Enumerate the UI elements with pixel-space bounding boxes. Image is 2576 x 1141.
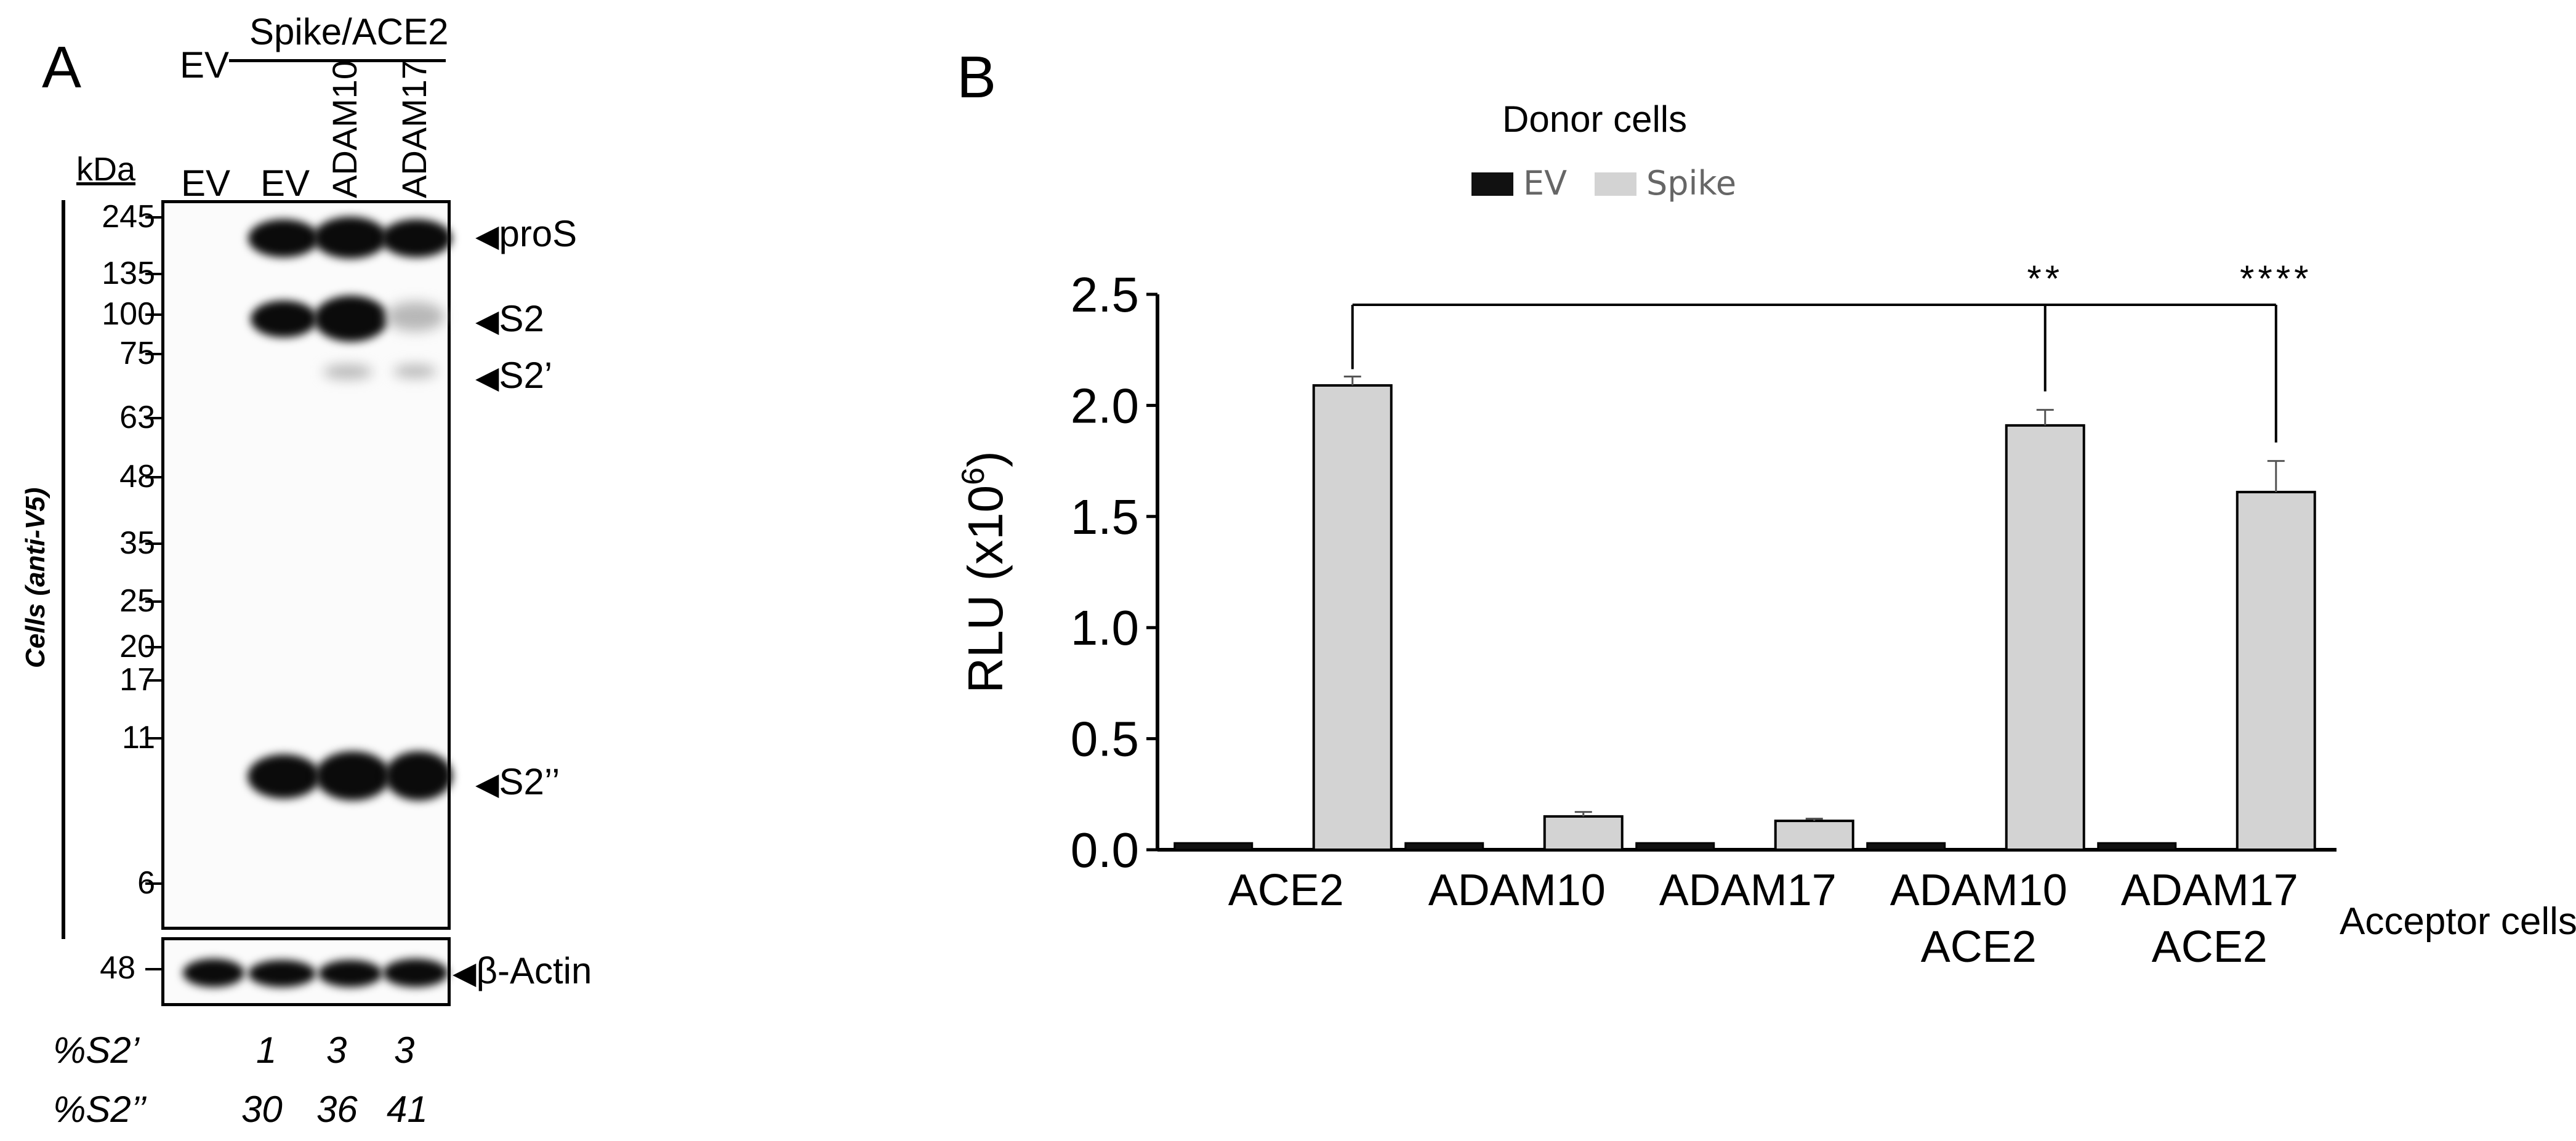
s2p-quant-lane2: 1 xyxy=(256,1030,277,1071)
s2p-quant-label: %S2’ xyxy=(53,1030,140,1071)
bar-spike xyxy=(2005,424,2085,851)
category-label: ACE2 xyxy=(1228,866,1344,915)
s2p-text: S2’ xyxy=(499,355,553,396)
acceptor-cells-label: Acceptor cells xyxy=(2340,900,2576,943)
bar-spike xyxy=(1774,820,1854,851)
actin-band-lane4 xyxy=(383,959,448,987)
band-s2p-lane4 xyxy=(393,365,437,378)
side-bracket-line xyxy=(62,200,65,939)
main-blot xyxy=(161,200,453,930)
category-label: ADAM10 xyxy=(1428,866,1606,915)
mw-tick xyxy=(145,216,161,219)
pros-text: proS xyxy=(499,213,578,254)
s2pp-quant-lane4: 41 xyxy=(387,1089,428,1130)
actin-blot xyxy=(161,937,451,1006)
legend-swatch-ev xyxy=(1471,172,1513,196)
s2p-quant-lane3: 3 xyxy=(326,1030,347,1071)
header-ev-label: EV xyxy=(180,44,230,86)
bar-spike xyxy=(1312,384,1393,851)
arrowhead-icon: ◀ xyxy=(475,219,499,253)
band-s2pp-lane3 xyxy=(315,751,390,800)
bar-spike xyxy=(2236,491,2316,851)
y-tick-label: 1.5 xyxy=(1071,490,1139,544)
actin-band-lane2 xyxy=(248,960,316,987)
legend-label-ev: EV xyxy=(1523,164,1567,203)
mw-tick xyxy=(145,600,161,603)
legend-swatch-spike xyxy=(1595,172,1636,196)
s2pp-quant-lane3: 36 xyxy=(316,1089,358,1130)
y-tick-label: 1.0 xyxy=(1071,600,1139,655)
band-pros-lane4 xyxy=(381,219,452,257)
mw-tick xyxy=(145,313,161,316)
bar-ev xyxy=(1173,842,1254,851)
band-pros-lane3 xyxy=(313,217,387,259)
bar-ev xyxy=(1404,842,1484,851)
category-label: ADAM10 xyxy=(1890,866,2067,915)
band-s2pp-lane2 xyxy=(248,754,320,799)
mw-tick xyxy=(145,646,161,648)
label-s2-prime: ◀S2’ xyxy=(475,357,552,394)
significance-label: **** xyxy=(2240,258,2312,299)
y-axis-label: RLU (x106) xyxy=(956,451,1013,693)
band-s2pp-lane4 xyxy=(385,751,453,800)
mw-tick xyxy=(145,542,161,545)
label-s2-double-prime: ◀S2’’ xyxy=(475,764,560,800)
bar-ev xyxy=(1635,842,1715,851)
s2p-quant-lane4: 3 xyxy=(394,1030,415,1071)
category-label: ADAM17 xyxy=(1659,866,1837,915)
band-pros-lane2 xyxy=(248,219,319,257)
actin-text: β-Actin xyxy=(476,950,592,991)
arrowhead-icon: ◀ xyxy=(475,360,499,395)
arrowhead-icon: ◀ xyxy=(453,956,477,990)
category-label: ADAM17 xyxy=(2121,866,2298,915)
y-tick-label: 0.5 xyxy=(1071,712,1139,767)
y-tick-label: 2.0 xyxy=(1071,378,1139,433)
arrowhead-icon: ◀ xyxy=(475,767,499,801)
y-tick-label: 0.0 xyxy=(1071,823,1139,877)
actin-marker-48: 48 xyxy=(100,950,135,986)
band-s2p-lane3 xyxy=(323,365,372,379)
label-pros: ◀proS xyxy=(475,216,577,252)
mw-tick xyxy=(145,353,161,355)
band-s2-lane3 xyxy=(314,296,388,342)
s2pp-quant-label: %S2’’ xyxy=(53,1089,147,1130)
bar-ev xyxy=(2097,842,2177,851)
significance-label: ** xyxy=(2027,258,2063,299)
category-label: ACE2 xyxy=(2152,922,2268,972)
panel-a-letter: A xyxy=(42,34,82,100)
mw-tick xyxy=(145,737,161,740)
y-tick-label: 2.5 xyxy=(1071,267,1139,322)
bar-ev xyxy=(1866,842,1946,851)
actin-band-lane3 xyxy=(318,960,382,987)
mw-tick xyxy=(145,882,161,885)
kda-label: kDa xyxy=(76,151,136,188)
category-label: ACE2 xyxy=(1921,922,2037,972)
lane-label-1: EV xyxy=(181,163,231,204)
band-s2-lane2 xyxy=(251,300,317,337)
legend-label-spike: Spike xyxy=(1646,164,1736,203)
bar-spike xyxy=(1543,815,1624,852)
panel-b-letter: B xyxy=(957,44,997,110)
s2pp-text: S2’’ xyxy=(499,761,560,802)
spike-ace2-group-line xyxy=(229,59,446,62)
arrowhead-icon: ◀ xyxy=(475,304,499,338)
mw-tick xyxy=(145,273,161,275)
spike-ace2-group-label: Spike/ACE2 xyxy=(249,11,449,52)
lane-label-2: EV xyxy=(260,163,310,204)
band-s2-lane4 xyxy=(386,302,445,331)
label-actin: ◀β-Actin xyxy=(453,953,592,990)
mw-tick xyxy=(145,417,161,419)
actin-band-lane1 xyxy=(183,959,244,987)
mw-tick xyxy=(145,968,161,970)
s2-text: S2 xyxy=(499,298,544,339)
legend-title: Donor cells xyxy=(1502,99,1688,140)
mw-tick xyxy=(145,476,161,478)
label-s2: ◀S2 xyxy=(475,300,544,337)
s2pp-quant-lane2: 30 xyxy=(241,1089,283,1130)
mw-tick xyxy=(145,679,161,682)
